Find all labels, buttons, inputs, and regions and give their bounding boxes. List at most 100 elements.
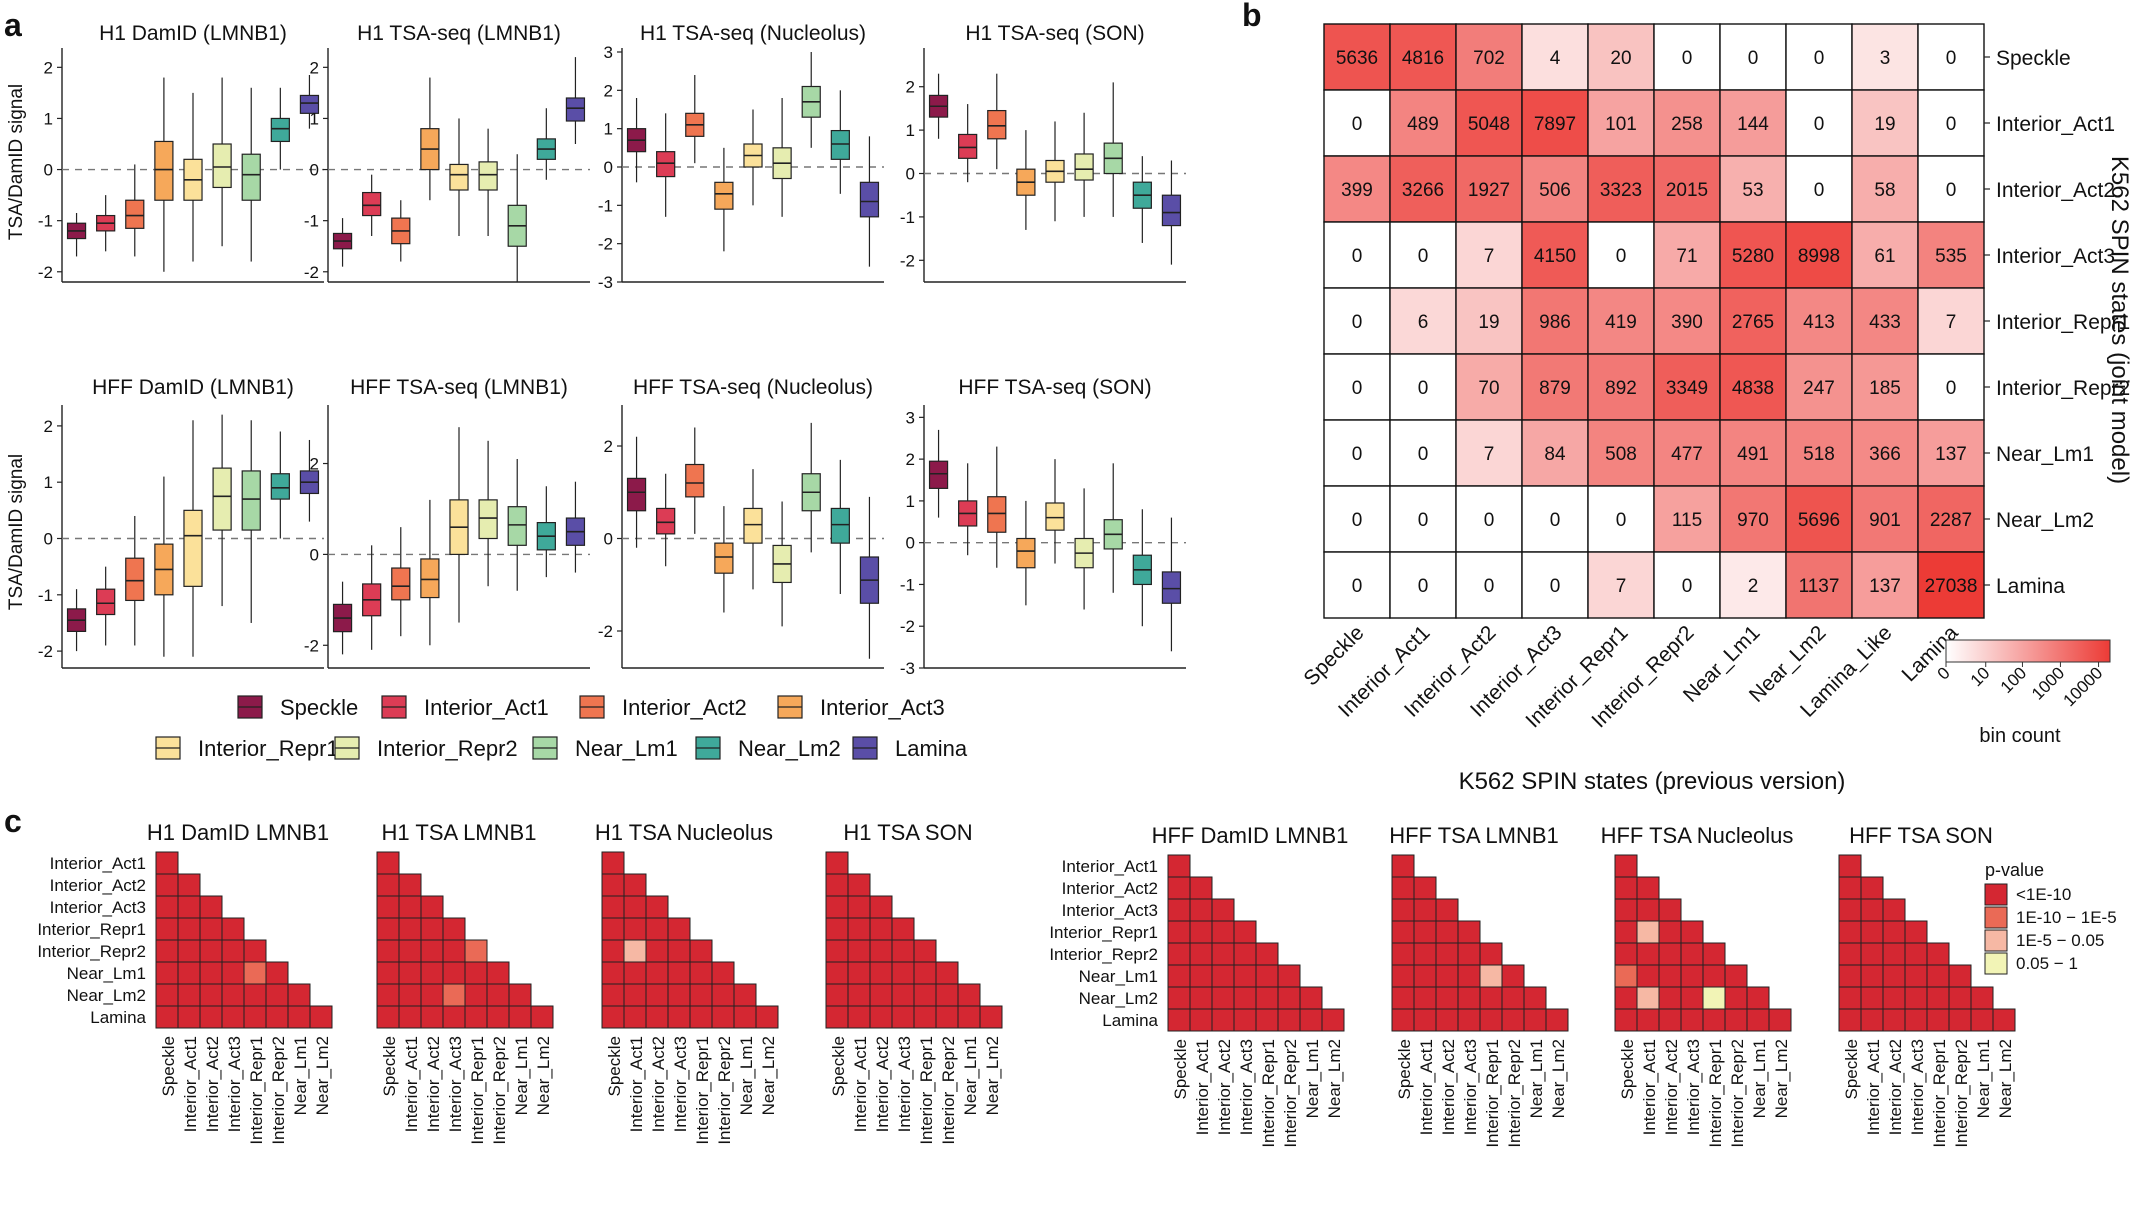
pvalue-cell xyxy=(623,1005,647,1029)
pvalue-col-label: Interior_Repr2 xyxy=(1505,1039,1524,1148)
heatmap-cell xyxy=(1455,155,1523,223)
heatmap-cell-value: 0 xyxy=(1352,444,1363,465)
boxplot-6: HFF TSA-seq (LMNB1) -2 0 2 xyxy=(304,376,590,669)
pvalue-col-label: Interior_Act2 xyxy=(424,1036,443,1132)
heatmap-cell-value: 7 xyxy=(1946,312,1957,333)
pvalue-cell xyxy=(376,961,400,985)
heatmap-cell xyxy=(1323,551,1391,619)
heatmap-cell-value: 7 xyxy=(1616,576,1627,597)
pvalue-cell xyxy=(155,917,179,941)
heatmap-cell xyxy=(1785,23,1853,91)
panel-letter-a: a xyxy=(4,7,22,43)
box-Interior_Act1 xyxy=(96,588,116,616)
heatmap-cell-value: 71 xyxy=(1676,246,1697,267)
heatmap-x-axis-title: K562 SPIN states (previous version) xyxy=(1459,768,1846,795)
heatmap-cell-value: 0 xyxy=(1352,378,1363,399)
heatmap-cell xyxy=(1455,353,1523,421)
pvalue-cell xyxy=(1211,920,1235,944)
heatmap-cell-value: 0 xyxy=(1418,510,1429,531)
heatmap-cell-value: 0 xyxy=(1418,246,1429,267)
box-Interior_Repr2 xyxy=(478,499,498,540)
box-Interior_Act3 xyxy=(714,181,734,210)
legend-label: Interior_Repr1 xyxy=(198,736,339,761)
pvalue-cell xyxy=(847,895,871,919)
y-tick-label: 2 xyxy=(906,78,915,97)
pvalue-cell xyxy=(623,917,647,941)
pvalue-cell xyxy=(1211,1008,1235,1032)
pvalue-cell xyxy=(1724,964,1748,988)
colorbar xyxy=(1945,639,2111,663)
pvalue-cell xyxy=(1614,920,1638,944)
pvalue-cell xyxy=(265,983,289,1007)
heatmap-cell-value: 61 xyxy=(1874,246,1895,267)
pvalue-cell xyxy=(1189,898,1213,922)
pvalue-cell xyxy=(1391,986,1415,1010)
y-tick-label: 1 xyxy=(310,109,319,128)
pvalue-cell xyxy=(847,939,871,963)
pvalue-cell xyxy=(1391,854,1415,878)
pvalue-cell xyxy=(1636,964,1660,988)
pvalue-cell xyxy=(1435,942,1459,966)
y-tick-label: -2 xyxy=(900,251,915,270)
heatmap-cell xyxy=(1389,353,1457,421)
heatmap-cell-value: 84 xyxy=(1544,444,1566,465)
panel-b-heatmap: 5636 4816 702 4 20 0 0 0 3 00 489 5048 7897 101 258 144… xyxy=(1299,23,2133,795)
pvalue-cell xyxy=(508,983,532,1007)
pvalue-row-label: Interior_Act3 xyxy=(1062,901,1158,920)
boxplot-5: HFF DamID (LMNB1) -2 -1 0 1 2 xyxy=(38,376,324,669)
pvalue-cell xyxy=(376,1005,400,1029)
pvalue-cell xyxy=(1926,986,1950,1010)
pvalue-matrix-title: H1 TSA Nucleolus xyxy=(595,820,773,845)
pvalue-cell xyxy=(1211,964,1235,988)
heatmap-cell-value: 0 xyxy=(1814,48,1825,69)
heatmap-cell-value: 0 xyxy=(1352,312,1363,333)
pvalue-cell xyxy=(1299,1008,1323,1032)
pvalue-legend-swatch xyxy=(1984,883,2008,906)
pvalue-cell xyxy=(508,1005,532,1029)
pvalue-cell xyxy=(177,895,201,919)
pvalue-cell xyxy=(486,983,510,1007)
pvalue-cell xyxy=(1658,964,1682,988)
pvalue-col-label: Near_Lm1 xyxy=(1527,1039,1546,1118)
pvalue-cell xyxy=(1211,986,1235,1010)
pvalue-cell xyxy=(825,983,849,1007)
heatmap-cell-value: 0 xyxy=(1484,576,1495,597)
pvalue-cell xyxy=(1838,986,1862,1010)
box-Speckle xyxy=(626,477,647,512)
heatmap-row-label: Interior_Repr2 xyxy=(1996,377,2130,400)
pvalue-cell xyxy=(1636,942,1660,966)
pvalue-col-label: Interior_Repr1 xyxy=(693,1036,712,1145)
pvalue-cell xyxy=(486,961,510,985)
pvalue-cell xyxy=(1545,1008,1569,1032)
pvalue-matrix-title: HFF TSA SON xyxy=(1849,823,1993,848)
pvalue-cell xyxy=(376,917,400,941)
pvalue-cell xyxy=(711,1005,735,1029)
pvalue-col-label: Speckle xyxy=(380,1036,399,1096)
pvalue-col-label: Interior_Act3 xyxy=(671,1036,690,1132)
boxplot-title: HFF TSA-seq (Nucleolus) xyxy=(633,376,873,399)
box-Interior_Act1 xyxy=(656,151,676,178)
pvalue-matrix-title: HFF TSA LMNB1 xyxy=(1389,823,1559,848)
pvalue-col-label: Near_Lm2 xyxy=(759,1036,778,1115)
heatmap-cell xyxy=(1323,353,1391,421)
pvalue-cell xyxy=(464,961,488,985)
pvalue-cell xyxy=(442,961,466,985)
pvalue-cell xyxy=(1413,964,1437,988)
pvalue-cell xyxy=(1523,1008,1547,1032)
pvalue-cell xyxy=(1838,854,1862,878)
pvalue-cell xyxy=(1614,942,1638,966)
pvalue-cell xyxy=(1636,920,1660,944)
heatmap-cell xyxy=(1851,287,1919,355)
pvalue-cell xyxy=(287,983,311,1007)
box-Near_Lm1 xyxy=(241,153,261,201)
pvalue-cell xyxy=(1680,986,1704,1010)
boxplot-title: HFF DamID (LMNB1) xyxy=(92,376,294,399)
pvalue-row-label: Interior_Repr1 xyxy=(37,920,146,939)
pvalue-cell xyxy=(1838,876,1862,900)
pvalue-cell xyxy=(1860,942,1884,966)
pvalue-cell xyxy=(1970,986,1994,1010)
box-Interior_Repr1 xyxy=(1045,502,1065,531)
heatmap-cell xyxy=(1719,419,1787,487)
